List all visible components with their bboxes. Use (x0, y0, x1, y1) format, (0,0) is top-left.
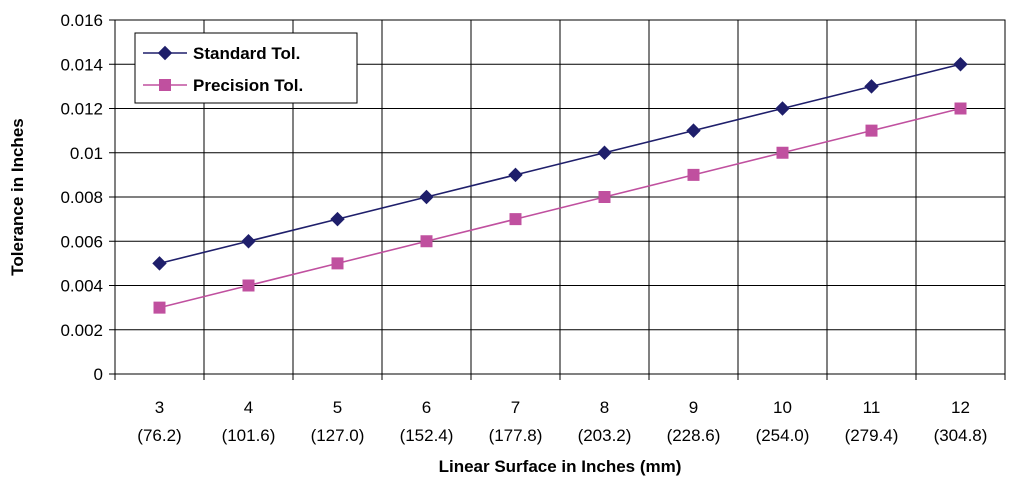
data-point-square (865, 124, 878, 137)
x-tick-label: 9 (689, 398, 698, 417)
data-point-square (331, 257, 344, 270)
y-axis-ticks: 0 0.002 0.004 0.006 0.008 0.01 0.012 0.014 0.016 (60, 11, 115, 384)
y-tick-label: 0.004 (60, 277, 103, 296)
x-tick-label: 12 (951, 398, 970, 417)
y-tick-label: 0.012 (60, 100, 103, 119)
data-point-square (776, 146, 789, 159)
x-tick-sublabel: (228.6) (667, 426, 721, 445)
data-point-square (509, 213, 522, 226)
data-point-diamond (864, 79, 879, 94)
y-tick-label: 0.006 (60, 232, 103, 251)
x-tick-label: 5 (333, 398, 342, 417)
data-point-square (159, 79, 171, 91)
x-tick-sublabel: (254.0) (756, 426, 810, 445)
data-point-square (954, 102, 967, 115)
series-group (152, 57, 968, 314)
x-tick-sublabel: (304.8) (934, 426, 988, 445)
data-point-square (242, 279, 255, 292)
x-axis-title: Linear Surface in Inches (mm) (439, 457, 682, 476)
x-tick-label: 10 (773, 398, 792, 417)
data-point-diamond (597, 145, 612, 160)
x-tick-sublabel: (101.6) (222, 426, 276, 445)
data-point-diamond (152, 256, 167, 271)
x-tick-label: 4 (244, 398, 253, 417)
y-tick-label: 0.016 (60, 11, 103, 30)
series-line (159, 63, 961, 265)
x-tick-sublabel: (203.2) (578, 426, 632, 445)
x-tick-sublabel: (177.8) (489, 426, 543, 445)
y-tick-label: 0.002 (60, 321, 103, 340)
y-tick-label: 0.01 (70, 144, 103, 163)
x-tick-sublabel: (127.0) (311, 426, 365, 445)
x-tick-label: 8 (600, 398, 609, 417)
data-point-diamond (775, 101, 790, 116)
data-point-diamond (241, 234, 256, 249)
data-point-square (153, 301, 166, 314)
x-tick-sublabel: (279.4) (845, 426, 899, 445)
x-tick-label: 3 (155, 398, 164, 417)
y-tick-label: 0.008 (60, 188, 103, 207)
legend-label: Precision Tol. (193, 76, 303, 95)
data-point-diamond (419, 189, 434, 205)
x-tick-sublabel: (76.2) (137, 426, 181, 445)
legend-box (134, 32, 358, 104)
legend: Standard Tol. Precision Tol. (134, 32, 358, 104)
y-tick-label: 0.014 (60, 55, 103, 74)
x-tick-sublabel: (152.4) (400, 426, 454, 445)
x-tick-label: 11 (863, 398, 881, 417)
data-point-diamond (157, 45, 173, 61)
legend-label: Standard Tol. (193, 44, 300, 63)
y-axis-title: Tolerance in Inches (8, 118, 27, 275)
data-point-square (687, 168, 700, 181)
series-line (159, 107, 961, 309)
x-tick-label: 7 (511, 398, 520, 417)
x-axis-ticks: 3 (76.2) 4 (101.6) 5 (127.0) 6 (152.4) 7 (177.8) 8… (137, 398, 987, 445)
data-point-diamond (953, 57, 968, 72)
y-tick-label: 0 (94, 365, 103, 384)
data-point-square (598, 191, 611, 203)
data-point-diamond (686, 123, 701, 138)
data-point-square (420, 235, 433, 248)
data-point-diamond (508, 167, 523, 183)
data-point-diamond (330, 211, 345, 227)
x-tick-label: 6 (422, 398, 431, 417)
